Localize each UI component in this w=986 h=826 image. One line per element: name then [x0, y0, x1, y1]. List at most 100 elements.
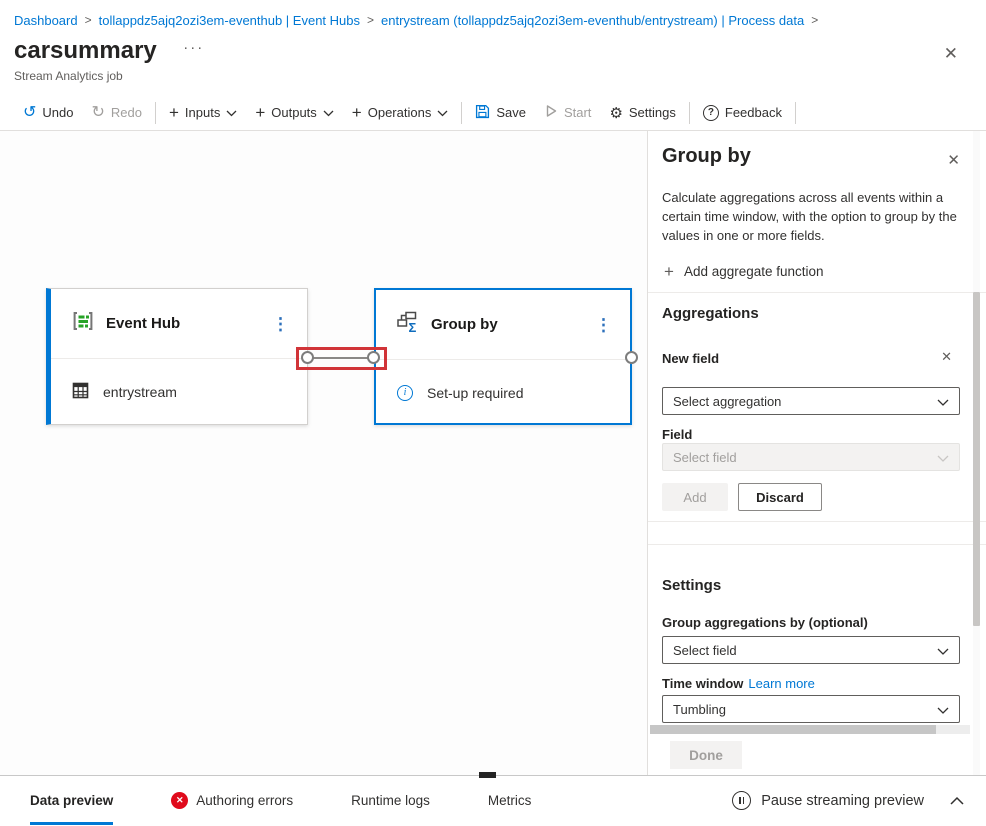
gear-icon: ⚙ [609, 104, 623, 122]
toolbar-divider [688, 101, 690, 124]
chevron-down-icon [437, 105, 448, 120]
breadcrumb-link-entrystream[interactable]: entrystream (tollappdz5ajq2ozi3em-eventh… [381, 12, 805, 28]
connection-line[interactable] [308, 357, 374, 359]
chevron-up-icon[interactable] [950, 793, 964, 809]
inputs-label: Inputs [184, 105, 221, 120]
save-icon [475, 104, 490, 122]
toolbar: ↺ Undo ↻ Redo + Inputs + Outputs + Opera… [0, 95, 986, 131]
breadcrumb-separator-icon: > [811, 13, 819, 27]
horizontal-scrollbar-thumb[interactable] [650, 725, 936, 734]
tab-data-preview[interactable]: Data preview [30, 776, 114, 825]
pause-streaming-preview-button[interactable]: Pause streaming preview [732, 776, 986, 825]
aggregations-heading: Aggregations [662, 305, 759, 322]
time-window-text: Time window [662, 676, 744, 691]
breadcrumb-separator-icon: > [84, 13, 92, 27]
event-hub-node-title: Event Hub [106, 315, 181, 332]
group-by-node-title: Group by [431, 316, 498, 333]
chevron-down-icon [226, 105, 237, 120]
node-divider [51, 358, 307, 359]
horizontal-scrollbar[interactable] [650, 725, 970, 734]
vertical-scrollbar[interactable] [973, 131, 980, 775]
chevron-down-icon [937, 702, 949, 717]
add-operations-button[interactable]: + Operations [343, 95, 458, 130]
time-window-dropdown[interactable]: Tumbling [662, 695, 960, 723]
event-hub-input-name: entrystream [103, 383, 177, 400]
save-button[interactable]: Save [466, 95, 535, 130]
done-button[interactable]: Done [670, 741, 742, 769]
connection-selection-box[interactable] [296, 347, 387, 370]
panel-divider [648, 521, 986, 522]
toolbar-divider [154, 101, 156, 124]
more-options-icon[interactable]: ··· [183, 39, 205, 56]
field-label: Field [662, 427, 693, 442]
page-title: carsummary [14, 37, 157, 64]
time-window-value: Tumbling [673, 701, 726, 717]
chevron-down-icon [937, 643, 949, 658]
group-by-icon: Σ [397, 311, 419, 338]
tab-metrics[interactable]: Metrics [488, 776, 532, 825]
event-hub-output-port[interactable] [301, 351, 314, 364]
event-hub-icon [72, 310, 94, 337]
group-by-output-port[interactable] [625, 351, 638, 364]
remove-new-field-icon[interactable]: ✕ [941, 349, 952, 364]
page-subtitle: Stream Analytics job [14, 69, 123, 83]
select-aggregation-value: Select aggregation [673, 393, 782, 409]
kebab-menu-icon[interactable]: ⋮ [272, 314, 289, 333]
new-field-label: New field [662, 351, 720, 366]
group-by-node[interactable]: Σ Group by ⋮ i Set-up required [374, 288, 632, 425]
close-icon[interactable]: ✕ [943, 44, 958, 63]
resize-gripper[interactable] [479, 772, 496, 778]
bottom-bar: Data preview ✕ Authoring errors Runtime … [0, 776, 986, 825]
undo-button[interactable]: ↺ Undo [14, 95, 82, 130]
tab-label: Authoring errors [196, 793, 294, 808]
svg-text:Σ: Σ [409, 320, 417, 333]
settings-heading: Settings [662, 577, 722, 594]
panel-divider [648, 544, 986, 545]
undo-label: Undo [42, 105, 74, 120]
tab-authoring-errors[interactable]: ✕ Authoring errors [171, 776, 293, 825]
undo-icon: ↺ [23, 103, 37, 121]
settings-button[interactable]: ⚙ Settings [600, 95, 684, 130]
panel-description: Calculate aggregations across all events… [662, 190, 957, 243]
chevron-down-icon [937, 394, 949, 409]
group-by-config-panel: Group by ✕ Calculate aggregations across… [647, 131, 986, 775]
event-hub-node[interactable]: Event Hub ⋮ entrystream [46, 288, 308, 425]
panel-divider [648, 292, 986, 293]
plus-icon: + [351, 103, 362, 122]
start-button[interactable]: Start [535, 95, 600, 130]
add-aggregate-function-label: Add aggregate function [683, 264, 824, 279]
vertical-scrollbar-thumb[interactable] [973, 292, 980, 626]
group-by-node-body: i Set-up required [376, 360, 630, 425]
tab-label: Metrics [487, 793, 532, 808]
breadcrumb-link-eventhub[interactable]: tollappdz5ajq2ozi3em-eventhub | Event Hu… [98, 12, 361, 28]
tab-label: Runtime logs [351, 793, 430, 808]
group-aggregations-by-label: Group aggregations by (optional) [662, 615, 868, 630]
panel-title: Group by [662, 145, 751, 167]
kebab-menu-icon[interactable]: ⋮ [595, 315, 612, 334]
plus-icon: + [664, 262, 674, 281]
diagram-canvas[interactable]: Event Hub ⋮ entrystream [0, 131, 647, 775]
tab-runtime-logs[interactable]: Runtime logs [351, 776, 430, 825]
plus-icon: + [255, 103, 266, 122]
toolbar-divider [794, 101, 796, 124]
add-inputs-button[interactable]: + Inputs [160, 95, 246, 130]
toolbar-divider [461, 101, 463, 124]
add-outputs-button[interactable]: + Outputs [246, 95, 342, 130]
select-field-dropdown-disabled[interactable]: Select field [662, 443, 960, 471]
select-aggregation-dropdown[interactable]: Select aggregation [662, 387, 960, 415]
main-area: Event Hub ⋮ entrystream [0, 131, 986, 775]
help-icon: ? [702, 104, 719, 121]
error-icon: ✕ [171, 792, 189, 809]
aggregation-buttons: Add Discard [662, 483, 822, 511]
group-by-input-port[interactable] [367, 351, 380, 364]
discard-button[interactable]: Discard [738, 483, 822, 511]
redo-button[interactable]: ↻ Redo [82, 95, 150, 130]
table-icon [72, 382, 89, 402]
group-aggregations-by-dropdown[interactable]: Select field [662, 636, 960, 664]
add-button[interactable]: Add [662, 483, 728, 511]
learn-more-link[interactable]: Learn more [748, 676, 815, 691]
feedback-button[interactable]: ? Feedback [694, 95, 791, 130]
breadcrumb-link-dashboard[interactable]: Dashboard [14, 12, 78, 28]
add-aggregate-function-button[interactable]: + Add aggregate function [664, 263, 824, 280]
close-icon[interactable]: ✕ [947, 152, 960, 169]
